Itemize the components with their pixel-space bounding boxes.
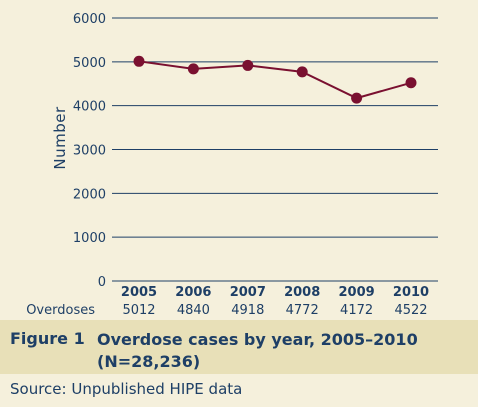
x-tick-label: 2006	[175, 285, 211, 300]
y-tick-label: 6000	[73, 12, 106, 27]
row-label: Overdoses	[26, 303, 95, 318]
x-tick-label: 2009	[339, 285, 375, 300]
data-point	[242, 59, 254, 71]
y-tick-label: 3000	[73, 144, 106, 159]
data-point	[133, 55, 145, 67]
y-tick-label: 5000	[73, 56, 106, 71]
data-point	[296, 66, 308, 78]
data-label: 4172	[340, 303, 373, 318]
data-label: 5012	[122, 303, 155, 318]
y-tick-label: 2000	[73, 187, 106, 202]
data-point	[351, 92, 363, 104]
line-chart: Number 0 1000 2000 3000 4000 5000 6000 2005 200…	[26, 12, 438, 318]
data-point	[187, 63, 199, 75]
y-tick-label: 4000	[73, 100, 106, 115]
figure-label: Figure 1	[10, 329, 85, 348]
series-line	[138, 60, 412, 100]
data-point	[405, 77, 417, 89]
y-tick-label: 1000	[73, 231, 106, 246]
x-tick-label: 2010	[393, 285, 429, 300]
y-axis-label: Number	[51, 106, 69, 170]
x-tick-label: 2005	[121, 285, 157, 300]
caption-band	[0, 320, 478, 374]
y-tick-label: 0	[98, 275, 106, 290]
x-tick-label: 2007	[230, 285, 266, 300]
data-label: 4772	[286, 303, 319, 318]
data-label: 4918	[231, 303, 264, 318]
data-label: 4522	[394, 303, 427, 318]
data-label: 4840	[177, 303, 210, 318]
figure-title: Overdose cases by year, 2005–2010 (N=28,…	[97, 330, 418, 371]
source-note: Source: Unpublished HIPE data	[10, 380, 243, 398]
x-tick-label: 2008	[284, 285, 320, 300]
